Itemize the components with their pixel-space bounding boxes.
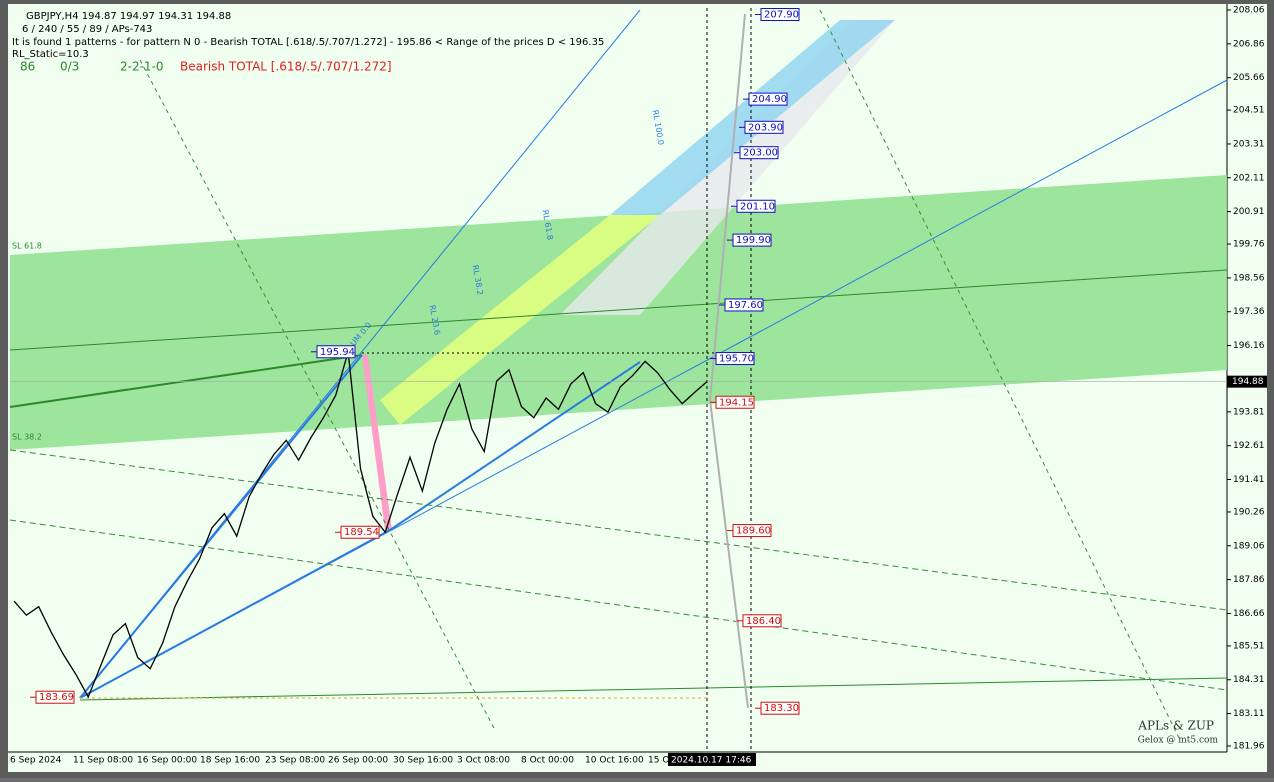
pivot-box bbox=[340, 525, 380, 539]
price-tick-label: 202.11 bbox=[1233, 173, 1265, 183]
time-axis-area bbox=[8, 752, 1267, 772]
yellow-channel bbox=[380, 215, 660, 425]
level-up-label: 197.60 bbox=[728, 300, 763, 311]
price-tick-label: 196.16 bbox=[1233, 341, 1265, 351]
price-tick-label: 203.31 bbox=[1233, 139, 1265, 149]
price-tick-label: 198.56 bbox=[1233, 273, 1265, 283]
projection bbox=[709, 399, 749, 709]
params: 6 / 240 / 55 / 89 / APs-743 bbox=[22, 24, 152, 35]
level-up-label: 195.70 bbox=[719, 354, 754, 365]
price-tick-label: 186.66 bbox=[1233, 609, 1265, 619]
price-tick-label: 199.76 bbox=[1233, 240, 1265, 250]
projection bbox=[709, 13, 746, 401]
level-up-box bbox=[732, 233, 772, 247]
time-label: 10 Oct 16:00 bbox=[585, 756, 644, 766]
price-tick-label: 187.86 bbox=[1233, 575, 1265, 585]
cursor-tag bbox=[668, 753, 756, 766]
grey-channel bbox=[560, 20, 895, 315]
current-price: 194.88 bbox=[1232, 377, 1264, 387]
pattern-info: It is found 1 patterns - for pattern N 0… bbox=[12, 37, 604, 48]
cursor-time: 2024.10.17 17:46 bbox=[671, 756, 752, 766]
pattern-leg bbox=[79, 529, 391, 699]
level-up-box bbox=[715, 352, 755, 366]
level-down-label: 186.40 bbox=[746, 616, 781, 627]
time-label: 18 Sep 16:00 bbox=[200, 756, 260, 766]
time-label: 16 Sep 00:00 bbox=[137, 756, 197, 766]
trend-line bbox=[9, 269, 1228, 351]
level-up-label: 201.10 bbox=[740, 201, 775, 212]
price-tick-label: 206.86 bbox=[1233, 39, 1265, 49]
time-label: 11 Sep 08:00 bbox=[73, 756, 133, 766]
price-tick-label: 189.06 bbox=[1233, 541, 1265, 551]
price-tick-label: 204.51 bbox=[1233, 106, 1265, 116]
sequence: 2-2-1-0 bbox=[120, 60, 164, 74]
symbol-line: GBPJPY,H4 194.87 194.97 194.31 194.88 bbox=[26, 11, 231, 22]
price-tick-label: 190.26 bbox=[1233, 507, 1265, 517]
dashed-line bbox=[9, 449, 1228, 611]
price-tick-label: 191.41 bbox=[1233, 475, 1265, 485]
level-down-label: 189.60 bbox=[736, 526, 771, 537]
time-label: 8 Oct 00:00 bbox=[521, 756, 574, 766]
current-price-tag bbox=[1227, 375, 1267, 388]
blue-channel bbox=[610, 20, 895, 215]
header: GBPJPY,H4 194.87 194.97 194.31 194.88 6 … bbox=[12, 11, 604, 74]
time-label: 26 Sep 00:00 bbox=[328, 756, 388, 766]
count: 86 bbox=[20, 60, 35, 74]
level-up-label: 203.90 bbox=[748, 122, 783, 133]
level-up-box bbox=[736, 199, 776, 213]
time-label: 30 Sep 16:00 bbox=[393, 756, 453, 766]
level-down-box bbox=[732, 524, 772, 538]
price-tick-label: 193.81 bbox=[1233, 407, 1265, 417]
time-label: 23 Sep 08:00 bbox=[265, 756, 325, 766]
level-down-label: 183.30 bbox=[764, 703, 799, 714]
watermark-site: Gelox @ mt5.com bbox=[1138, 736, 1219, 746]
pattern-leg bbox=[79, 354, 363, 699]
level-up-label: 207.90 bbox=[764, 10, 799, 21]
price-tick-label: 205.66 bbox=[1233, 73, 1265, 83]
time-label: 6 Sep 2024 bbox=[10, 756, 62, 766]
zone-label: SL 38.2 bbox=[12, 433, 42, 442]
trend-line bbox=[9, 354, 363, 408]
level-up-box bbox=[744, 120, 784, 134]
level-down-box bbox=[760, 701, 800, 715]
dashed-line bbox=[139, 59, 496, 731]
pivot-label: 195.94 bbox=[320, 347, 355, 358]
price-tick-label: 192.61 bbox=[1233, 441, 1265, 451]
price-tick-label: 181.96 bbox=[1233, 742, 1265, 752]
level-up-box bbox=[724, 298, 764, 312]
pivot-label: 183.69 bbox=[39, 692, 74, 703]
pink-leg bbox=[362, 355, 392, 530]
ratio: 0/3 bbox=[60, 60, 79, 74]
price-tick-label: 184.31 bbox=[1233, 675, 1265, 685]
level-up-box bbox=[760, 8, 800, 22]
pivot-box bbox=[35, 690, 75, 704]
time-label: 3 Oct 08:00 bbox=[457, 756, 510, 766]
pattern-leg bbox=[389, 361, 641, 531]
level-up-label: 204.90 bbox=[752, 94, 787, 105]
level-down-box bbox=[742, 614, 782, 628]
pattern-name: Bearish TOTAL [.618/.5/.707/1.272] bbox=[180, 60, 392, 74]
level-up-label: 203.00 bbox=[743, 148, 778, 159]
trend-line bbox=[79, 677, 1228, 701]
level-up-box bbox=[748, 92, 788, 106]
price-tick-label: 200.91 bbox=[1233, 207, 1265, 217]
price-tick-label: 208.06 bbox=[1233, 6, 1265, 16]
pivot-label: 189.54 bbox=[344, 527, 379, 538]
price-tick-label: 183.11 bbox=[1233, 709, 1265, 719]
level-down-box bbox=[715, 395, 755, 409]
level-up-label: 199.90 bbox=[736, 235, 771, 246]
price-tick-label: 197.36 bbox=[1233, 307, 1265, 317]
pivot-box bbox=[316, 345, 356, 359]
price-line bbox=[13, 351, 708, 699]
rl-static: RL_Static=10.3 bbox=[12, 49, 89, 60]
level-down-label: 194.15 bbox=[719, 397, 754, 408]
dashed-line bbox=[9, 519, 1228, 691]
time-label: 15 O bbox=[648, 756, 669, 766]
price-tick-label: 185.51 bbox=[1233, 641, 1265, 651]
level-up-box bbox=[739, 146, 779, 160]
channel-zones bbox=[9, 8, 1228, 752]
watermark-title: APLs & ZUP bbox=[1137, 719, 1214, 733]
zone-label: SL 61.8 bbox=[12, 242, 42, 251]
